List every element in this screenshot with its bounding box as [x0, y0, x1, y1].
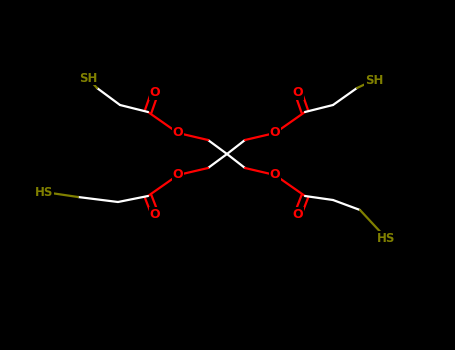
Text: O: O [173, 126, 183, 140]
Text: HS: HS [35, 186, 53, 198]
Text: O: O [270, 168, 280, 182]
Text: O: O [150, 208, 160, 220]
Text: HS: HS [377, 231, 395, 245]
Text: O: O [293, 208, 303, 220]
Text: O: O [293, 85, 303, 98]
Text: O: O [150, 85, 160, 98]
Text: O: O [173, 168, 183, 182]
Text: SH: SH [79, 71, 97, 84]
Text: SH: SH [365, 74, 383, 86]
Text: O: O [270, 126, 280, 140]
